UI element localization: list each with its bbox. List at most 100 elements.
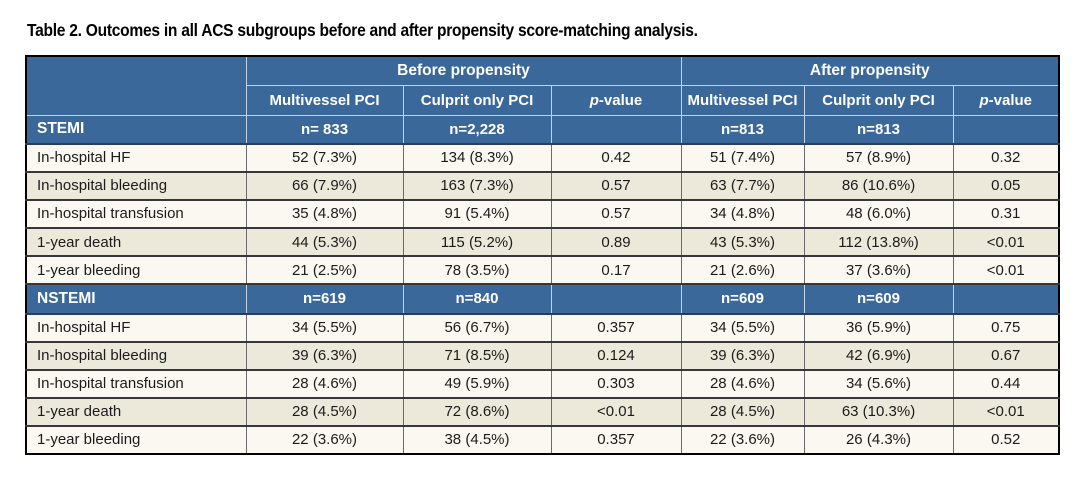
corner-cell [25, 55, 247, 116]
cell-value: 0.67 [952, 340, 1060, 370]
cell-value: 48 (6.0%) [803, 198, 954, 228]
cell-value: 0.42 [550, 142, 682, 172]
cell-value: 0.124 [550, 340, 682, 370]
pvalue-suffix: -value [988, 91, 1033, 109]
cell-value: 28 (4.6%) [680, 368, 805, 398]
cell-value: 0.52 [952, 424, 1060, 454]
section-count [550, 114, 682, 145]
cell-value: 21 (2.6%) [680, 255, 805, 285]
cell-value: 163 (7.3%) [402, 170, 552, 200]
cell-value: 0.17 [550, 255, 682, 285]
row-label: In-hospital transfusion [25, 198, 247, 228]
cell-value: 112 (13.8%) [803, 226, 954, 257]
table-row: 1-year death 44 (5.3%) 115 (5.2%) 0.89 43 (5… [25, 226, 1060, 257]
table-body: STEMI n= 833 n=2,228 n=813 n=813 In-hospital … [25, 114, 1060, 454]
cell-value: <0.01 [550, 396, 682, 426]
cell-value: 38 (4.5%) [402, 424, 552, 454]
section-label: NSTEMI [25, 283, 247, 315]
group-header-after: After propensity [680, 55, 1060, 86]
cell-value: <0.01 [952, 255, 1060, 285]
row-label: 1-year bleeding [25, 255, 247, 285]
cell-value: 57 (8.9%) [803, 142, 954, 172]
cell-value: 0.303 [550, 368, 682, 398]
cell-value: 66 (7.9%) [245, 170, 404, 200]
table-row: 1-year bleeding 21 (2.5%) 78 (3.5%) 0.17 21 … [25, 255, 1060, 285]
section-count: n=813 [803, 114, 954, 145]
cell-value: 56 (6.7%) [402, 312, 552, 342]
cell-value: 0.89 [550, 226, 682, 257]
table-row: 1-year bleeding 22 (3.6%) 38 (4.5%) 0.357 22… [25, 424, 1060, 454]
cell-value: 0.75 [952, 312, 1060, 342]
cell-value: 0.05 [952, 170, 1060, 200]
col-header-before-multivessel: Multivessel PCI [245, 84, 404, 116]
cell-value: 34 (4.8%) [680, 198, 805, 228]
col-header-before-pvalue: p-value [550, 84, 682, 116]
cell-value: 72 (8.6%) [402, 396, 552, 426]
section-label: STEMI [25, 114, 247, 145]
outcomes-table: Before propensity After propensity Multi… [25, 55, 1060, 455]
table-row: In-hospital bleeding 66 (7.9%) 163 (7.3%) 0… [25, 170, 1060, 200]
cell-value: 36 (5.9%) [803, 312, 954, 342]
cell-value: 35 (4.8%) [245, 198, 404, 228]
table-caption-wrap: Table 2. Outcomes in all ACS subgroups b… [27, 20, 781, 41]
table-row: In-hospital bleeding 39 (6.3%) 71 (8.5%) 0.… [25, 340, 1060, 370]
row-label: In-hospital bleeding [25, 170, 247, 200]
cell-value: 71 (8.5%) [402, 340, 552, 370]
cell-value: 28 (4.6%) [245, 368, 404, 398]
cell-value: 44 (5.3%) [245, 226, 404, 257]
section-count: n=619 [245, 283, 404, 315]
section-count: n= 833 [245, 114, 404, 145]
column-header-row: Multivessel PCI Culprit only PCI p-value… [26, 84, 1060, 116]
group-header-row: Before propensity After propensity [25, 55, 1060, 116]
col-header-after-culprit: Culprit only PCI [803, 84, 954, 116]
row-label: In-hospital transfusion [25, 368, 247, 398]
row-label: In-hospital HF [25, 142, 247, 172]
cell-value: 86 (10.6%) [803, 170, 954, 200]
col-header-after-multivessel: Multivessel PCI [680, 84, 805, 116]
row-label: In-hospital bleeding [25, 340, 247, 370]
cell-value: 0.44 [952, 368, 1060, 398]
cell-value: 37 (3.6%) [803, 255, 954, 285]
section-count: n=609 [680, 283, 805, 315]
cell-value: 0.57 [550, 170, 682, 200]
cell-value: 21 (2.5%) [245, 255, 404, 285]
table-row: In-hospital transfusion 35 (4.8%) 91 (5.4%… [25, 198, 1060, 228]
cell-value: 51 (7.4%) [680, 142, 805, 172]
cell-value: 28 (4.5%) [245, 396, 404, 426]
cell-value: 115 (5.2%) [402, 226, 552, 257]
section-count [952, 283, 1060, 315]
cell-value: 52 (7.3%) [245, 142, 404, 172]
section-row-nstemi: NSTEMI n=619 n=840 n=609 n=609 [25, 283, 1060, 315]
cell-value: 43 (5.3%) [680, 226, 805, 257]
table-caption: Table 2. Outcomes in all ACS subgroups b… [27, 20, 698, 40]
cell-value: 0.357 [550, 312, 682, 342]
row-label: 1-year bleeding [25, 424, 247, 454]
cell-value: 39 (6.3%) [680, 340, 805, 370]
cell-value: <0.01 [952, 226, 1060, 257]
cell-value: 91 (5.4%) [402, 198, 552, 228]
cell-value: 0.31 [952, 198, 1060, 228]
row-label: In-hospital HF [25, 312, 247, 342]
cell-value: 34 (5.6%) [803, 368, 954, 398]
cell-value: 0.57 [550, 198, 682, 228]
cell-value: <0.01 [952, 396, 1060, 426]
cell-value: 42 (6.9%) [803, 340, 954, 370]
section-row-stemi: STEMI n= 833 n=2,228 n=813 n=813 [25, 114, 1060, 145]
section-count: n=840 [402, 283, 552, 315]
table-header: Before propensity After propensity Multi… [25, 55, 1060, 116]
section-count [550, 283, 682, 315]
col-header-after-pvalue: p-value [952, 84, 1060, 116]
cell-value: 22 (3.6%) [245, 424, 404, 454]
cell-value: 63 (10.3%) [803, 396, 954, 426]
table-row: In-hospital HF 52 (7.3%) 134 (8.3%) 0.42 51 … [25, 142, 1060, 172]
group-header-before: Before propensity [245, 55, 682, 86]
cell-value: 0.32 [952, 142, 1060, 172]
cell-value: 63 (7.7%) [680, 170, 805, 200]
row-label: 1-year death [25, 226, 247, 257]
table-row: 1-year death 28 (4.5%) 72 (8.6%) <0.01 28 (4… [25, 396, 1060, 426]
pvalue-italic-p: p [589, 91, 599, 109]
cell-value: 78 (3.5%) [402, 255, 552, 285]
section-count: n=2,228 [402, 114, 552, 145]
section-count: n=813 [680, 114, 805, 145]
